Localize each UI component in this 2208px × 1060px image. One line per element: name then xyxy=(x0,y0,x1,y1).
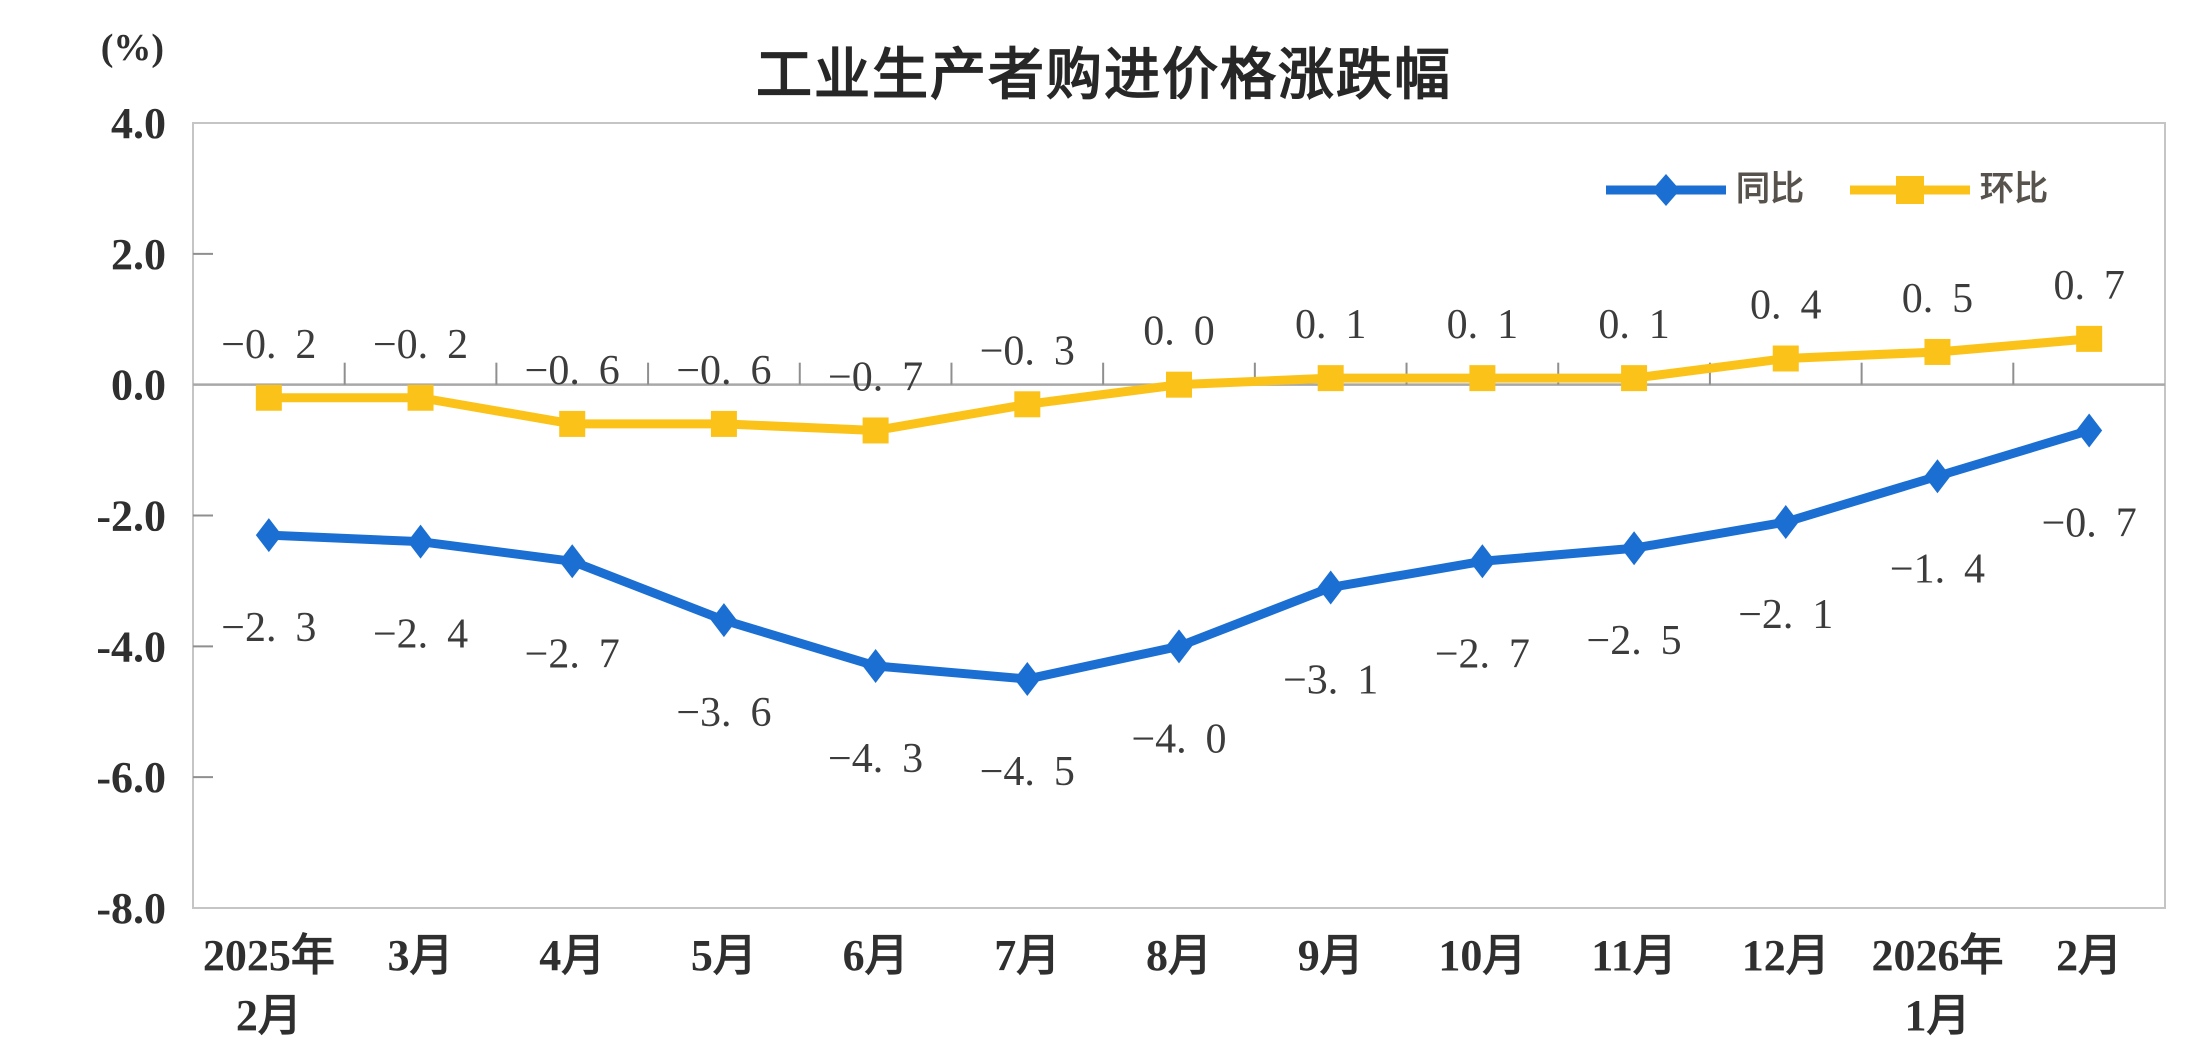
series-1-marker xyxy=(1772,345,1799,372)
series-1-marker xyxy=(407,384,434,411)
series-0-marker xyxy=(710,603,737,638)
series-1-data-label: 0. 1 xyxy=(1295,302,1366,348)
series-1-marker xyxy=(1317,365,1344,392)
series-0-marker xyxy=(1469,544,1496,579)
huanbi-line-square-icon xyxy=(1850,176,1970,204)
y-axis-unit-label: (%) xyxy=(100,27,164,69)
series-1-data-label: 0. 5 xyxy=(1902,276,1973,322)
series-1-data-label: −0. 6 xyxy=(676,348,771,394)
series-1-data-label: −0. 2 xyxy=(221,322,316,368)
x-tick-label: 11月 xyxy=(1591,931,1677,980)
series-0-marker xyxy=(407,524,434,559)
series-0-marker xyxy=(2076,413,2103,448)
series-0-data-label: −2. 1 xyxy=(1738,592,1833,638)
chart-title: 工业生产者购进价格涨跌幅 xyxy=(756,43,1452,106)
series-1-marker xyxy=(1469,365,1496,392)
legend-item-huanbi: 环比 xyxy=(1848,170,2048,210)
y-tick-label: -4.0 xyxy=(96,622,166,671)
series-1-marker xyxy=(710,410,737,437)
x-tick-label: 9月 xyxy=(1298,931,1364,980)
series-0-marker xyxy=(1621,531,1648,566)
x-tick-label: 2月 xyxy=(2056,931,2122,980)
series-1-marker xyxy=(1014,391,1041,418)
x-tick-label: 1月 xyxy=(1904,991,1970,1040)
series-0-data-label: −3. 1 xyxy=(1283,657,1378,703)
y-tick-label: -6.0 xyxy=(96,753,166,802)
series-0-data-label: −2. 7 xyxy=(1435,631,1530,677)
series-1-data-label: 0. 4 xyxy=(1750,283,1821,329)
plot-border xyxy=(192,122,2166,909)
legend-item-tongbi: 同比 xyxy=(1604,170,1804,210)
series-0-data-label: −4. 0 xyxy=(1131,716,1226,762)
y-tick-label: -2.0 xyxy=(96,492,166,541)
series-1-marker xyxy=(1924,338,1951,365)
x-tick-label: 2025年 xyxy=(203,931,335,980)
x-tick-label: 3月 xyxy=(388,931,454,980)
tongbi-line-diamond-icon xyxy=(1606,174,1726,206)
series-0-marker xyxy=(255,518,282,553)
series-0-data-label: −4. 3 xyxy=(828,736,923,782)
legend-label-huanbi: 环比 xyxy=(1980,171,2048,208)
series-0-marker xyxy=(1166,629,1192,664)
series-0-marker xyxy=(862,648,889,683)
series-0-data-label: −1. 4 xyxy=(1890,546,1985,592)
series-1-data-label: −0. 6 xyxy=(525,348,620,394)
series-1-marker xyxy=(1621,365,1648,392)
legend-label-tongbi: 同比 xyxy=(1736,171,1804,208)
series-0-data-label: −2. 5 xyxy=(1587,618,1682,664)
series-1-data-label: 0. 7 xyxy=(2053,263,2124,309)
series-1-marker xyxy=(862,417,889,444)
series-1-marker xyxy=(559,410,586,437)
legend: 同比 环比 xyxy=(1604,170,2048,210)
series-1-data-label: 0. 1 xyxy=(1447,302,1518,348)
x-tick-label: 5月 xyxy=(691,931,757,980)
series-1-data-label: 0. 1 xyxy=(1598,302,1669,348)
series-0-data-label: −2. 4 xyxy=(373,612,468,658)
y-tick-label: 4.0 xyxy=(111,99,166,148)
x-tick-label: 4月 xyxy=(539,931,605,980)
series-0-data-label: −2. 3 xyxy=(221,605,316,651)
series-1-data-label: −0. 3 xyxy=(980,328,1075,374)
x-tick-label: 2月 xyxy=(236,991,302,1040)
series-1-data-label: 0. 0 xyxy=(1143,309,1214,355)
y-tick-label: 0.0 xyxy=(111,361,166,410)
series-1-data-label: −0. 2 xyxy=(373,322,468,368)
series-1-data-label: −0. 7 xyxy=(828,354,923,400)
y-tick-label: -8.0 xyxy=(96,884,166,933)
series-0-data-label: −3. 6 xyxy=(676,690,771,736)
series-0-marker xyxy=(1772,505,1799,540)
series-0-data-label: −0. 7 xyxy=(2042,500,2137,546)
series-0-marker xyxy=(1924,459,1951,494)
y-tick-label: 2.0 xyxy=(111,230,166,279)
series-1-marker xyxy=(2076,325,2103,352)
x-tick-label: 12月 xyxy=(1742,931,1830,980)
x-tick-label: 2026年 xyxy=(1871,931,2003,980)
series-1-marker xyxy=(255,384,282,411)
x-tick-label: 7月 xyxy=(994,931,1060,980)
series-0-marker xyxy=(1014,662,1041,697)
x-tick-label: 6月 xyxy=(843,931,909,980)
series-0-marker xyxy=(1317,570,1344,605)
series-0-marker xyxy=(559,544,586,579)
x-tick-label: 8月 xyxy=(1146,931,1212,980)
x-tick-label: 10月 xyxy=(1438,931,1526,980)
series-0-data-label: −4. 5 xyxy=(980,749,1075,795)
series-0-data-label: −2. 7 xyxy=(525,631,620,677)
series-1-marker xyxy=(1166,371,1192,398)
